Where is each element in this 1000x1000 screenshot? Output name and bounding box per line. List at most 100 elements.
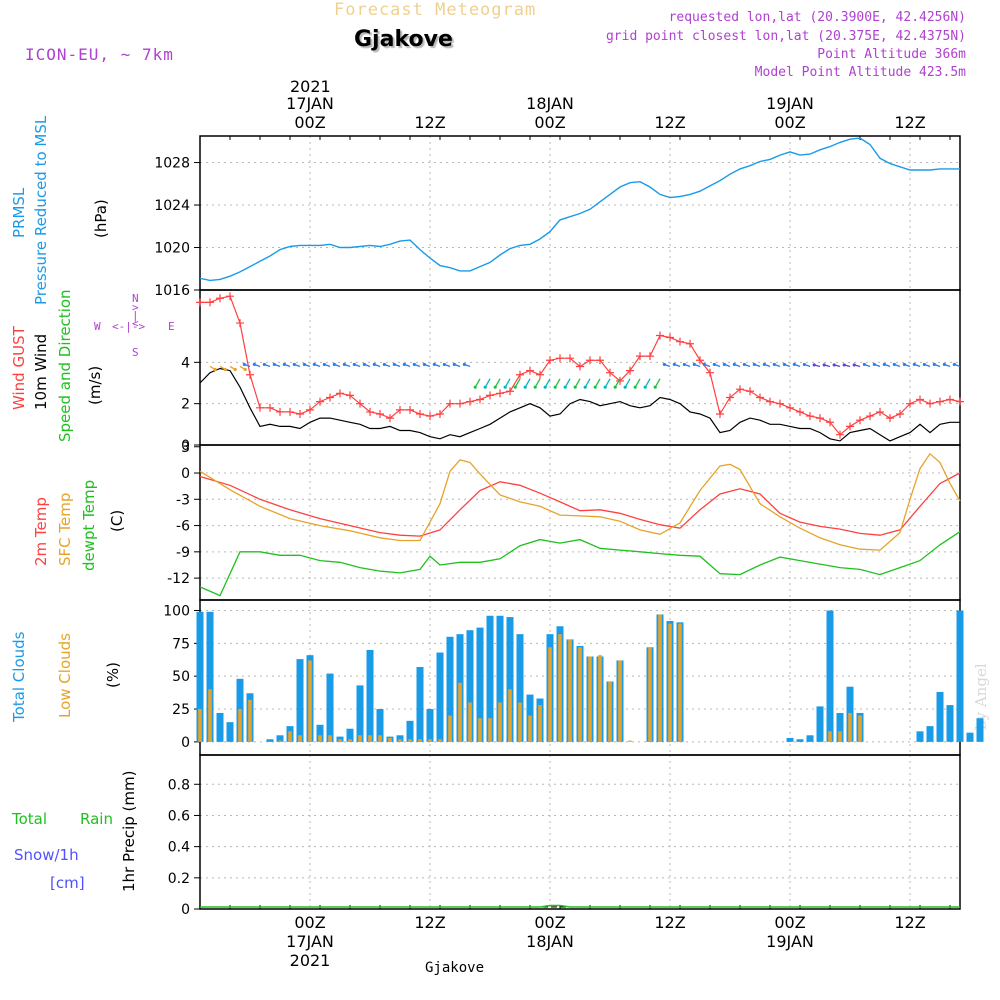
wind-dir-arrowhead — [243, 367, 247, 372]
low-cloud-bar — [568, 639, 572, 742]
wind-dir-arrowhead — [402, 362, 406, 367]
gust-marker — [496, 389, 504, 398]
y-tick-label: 4 — [181, 355, 190, 371]
wind-dir-arrowhead — [483, 385, 487, 389]
y-tick-label: 0 — [181, 902, 190, 918]
total-cloud-bar — [326, 673, 334, 742]
bottom-date-label: 19JAN — [766, 932, 814, 951]
wind-dir-arrowhead — [473, 385, 477, 389]
top-time-label: 12Z — [654, 113, 685, 132]
low-cloud-bar — [508, 689, 512, 742]
low-cloud-bar — [358, 735, 362, 742]
wind-dir-arrowhead — [613, 385, 617, 389]
bottom-year-label: 2021 — [290, 951, 331, 970]
wind-dir-arrowhead — [342, 362, 346, 367]
gust-marker — [406, 405, 414, 414]
top-date-label: 17JAN — [286, 94, 334, 113]
y-tick-label: 0 — [181, 735, 190, 751]
gust-marker — [586, 356, 594, 365]
y-tick-label: 0.8 — [168, 777, 190, 793]
bottom-location-label: Gjakove — [425, 960, 485, 976]
gust-marker — [706, 368, 714, 377]
wind-dir-arrowhead — [213, 367, 217, 372]
gust-marker — [566, 354, 574, 363]
wind-dir-arrowhead — [653, 385, 657, 389]
total-cloud-bar — [816, 706, 824, 742]
gust-marker — [646, 352, 654, 361]
wind-dir-arrowhead — [292, 362, 296, 367]
wind-dir-arrow — [594, 378, 601, 388]
total-cloud-bar — [966, 732, 974, 742]
top-date-label: 19JAN — [766, 94, 814, 113]
gust-marker — [956, 397, 964, 406]
wind-dir-arrowhead — [633, 385, 637, 389]
gust-marker — [796, 407, 804, 416]
total-cloud-bar — [466, 630, 474, 742]
panel-frame-temp — [199, 444, 961, 601]
gust-marker — [506, 387, 514, 396]
wind-dir-arrowhead — [282, 362, 286, 367]
gust-marker — [926, 399, 934, 408]
gust-marker — [286, 407, 294, 416]
wind-dir-arrow — [644, 378, 651, 388]
wind-dir-arrowhead — [732, 362, 736, 367]
wind-dir-arrow — [604, 378, 611, 388]
sfc-temp-line — [199, 452, 961, 551]
gust-marker — [306, 405, 314, 414]
gust-marker — [486, 391, 494, 400]
low-cloud-bar — [378, 735, 382, 742]
wind-dir-arrow — [544, 378, 551, 388]
wind-dir-arrow — [484, 378, 491, 388]
wind-dir-arrowhead — [302, 362, 306, 367]
gust-marker — [556, 354, 564, 363]
wind-dir-arrowhead — [902, 362, 906, 367]
wind-dir-arrowhead — [672, 362, 676, 367]
wind-dir-arrowhead — [272, 362, 276, 367]
low-cloud-bar — [298, 735, 302, 742]
low-cloud-bar — [348, 739, 352, 742]
total-cloud-bar — [806, 735, 814, 742]
wind-dir-arrowhead — [762, 362, 766, 367]
low-cloud-bar — [478, 718, 482, 742]
snow-label: Snow/1h — [14, 846, 79, 864]
wind-dir-arrowhead — [812, 363, 816, 367]
wind-dir-arrowhead — [553, 385, 557, 389]
wind-dir-arrowhead — [942, 362, 946, 367]
y-tick-label: -6 — [176, 519, 190, 535]
gust-marker — [916, 395, 924, 404]
gust-marker — [736, 385, 744, 394]
gust-marker — [786, 403, 794, 412]
wind-dir-arrowhead — [442, 362, 446, 367]
wind-dir-arrow — [494, 378, 501, 388]
wind-dir-arrowhead — [523, 385, 527, 389]
wind-dir-arrowhead — [543, 385, 547, 389]
gust-marker — [256, 403, 264, 412]
compass-w: W — [94, 320, 101, 333]
low-cloud-bar — [668, 623, 672, 742]
wind-dir-arrowhead — [412, 362, 416, 367]
gust-marker — [936, 397, 944, 406]
gust-marker — [636, 352, 644, 361]
chart-title-faded: Forecast Meteogram — [334, 0, 537, 20]
total-cloud-bar — [266, 739, 274, 742]
gust-marker — [326, 393, 334, 402]
gust-marker — [856, 416, 864, 425]
y-tick-label: 1016 — [154, 283, 190, 299]
wind-dir-arrowhead — [842, 363, 846, 367]
low-cloud-bar — [578, 647, 582, 742]
gust-marker — [356, 399, 364, 408]
total-cloud-bar — [216, 712, 224, 742]
wind-dir-arrow — [564, 378, 571, 388]
compass-rose: N S W E <-|-> > | < — [92, 292, 182, 362]
total-cloud-bar — [276, 735, 284, 742]
wind-dir-arrowhead — [792, 362, 796, 367]
wind-dir-arrowhead — [802, 362, 806, 367]
wind-dir-arrow — [624, 378, 631, 388]
gust-marker — [366, 407, 374, 416]
wind-dir-arrowhead — [862, 362, 866, 367]
low-cloud-bar — [338, 739, 342, 742]
wind-dir-arrowhead — [832, 363, 836, 367]
gust-marker — [886, 414, 894, 423]
wind-dir-arrowhead — [223, 367, 227, 372]
